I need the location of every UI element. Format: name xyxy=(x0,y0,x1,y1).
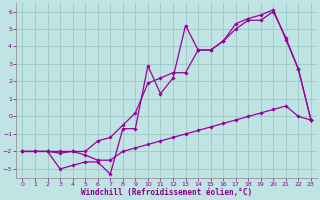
X-axis label: Windchill (Refroidissement éolien,°C): Windchill (Refroidissement éolien,°C) xyxy=(81,188,252,197)
